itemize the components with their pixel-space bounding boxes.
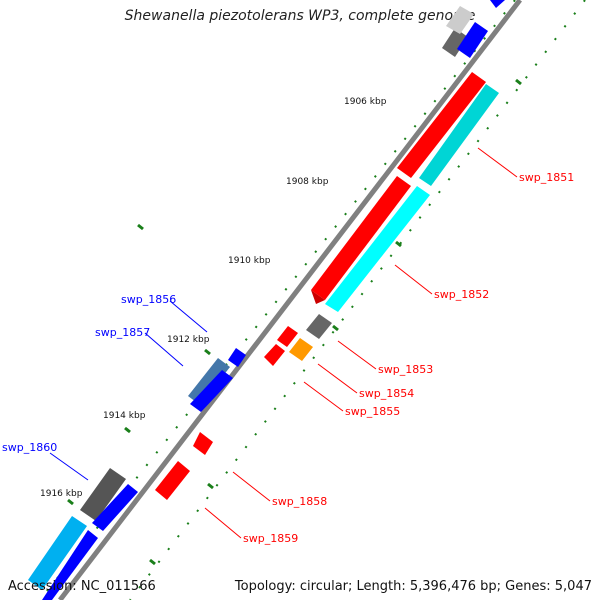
gene-swp-1857-b [190, 370, 233, 412]
gene-rna-2 [325, 186, 430, 312]
gene-label-swp-1857[interactable]: swp_1857 [95, 326, 150, 339]
gene-swp-1852 [311, 176, 411, 300]
gene-swp-1854 [289, 338, 313, 361]
gene-grey-top-light [446, 6, 474, 34]
gene-label-swp-1856[interactable]: swp_1856 [121, 293, 176, 306]
tick-label-1912: 1912 kbp [167, 335, 210, 345]
gene-label-swp-1853[interactable]: swp_1853 [378, 363, 433, 376]
genome-summary-text: Topology: circular; Length: 5,396,476 bp… [234, 579, 592, 594]
gene-label-swp-1851[interactable]: swp_1851 [519, 171, 574, 184]
gene-label-swp-1852[interactable]: swp_1852 [434, 288, 489, 301]
gene-label-swp-1860[interactable]: swp_1860 [2, 441, 57, 454]
gene-label-swp-1859[interactable]: swp_1859 [243, 532, 298, 545]
tick-label-1910: 1910 kbp [228, 256, 271, 266]
genome-backbone [58, 0, 522, 600]
gene-swp-1859 [155, 461, 190, 500]
gene-top-blue-1 [457, 22, 488, 58]
gene-1860-blue [92, 484, 138, 531]
gene-swp-1858 [193, 432, 213, 455]
gene-swp-1853 [277, 326, 298, 347]
gene-swp-1856 [228, 348, 246, 367]
gene-grey-top [442, 28, 468, 57]
gene-rna-3 [28, 516, 87, 590]
gene-label-swp-1858[interactable]: swp_1858 [272, 495, 327, 508]
map-title: Shewanella piezotolerans WP3, complete g… [124, 8, 476, 24]
reverse-genes [155, 72, 486, 500]
accession-text: Accession: NC_011566 [8, 579, 156, 594]
tick-label-1914: 1914 kbp [103, 411, 146, 421]
gene-grey-1 [306, 314, 332, 339]
forward-genes [42, 0, 505, 600]
rna-genes [28, 84, 499, 590]
tick-label-1916: 1916 kbp [40, 489, 83, 499]
gene-swp-1852-tip [311, 290, 325, 304]
tick-label-1908: 1908 kbp [286, 177, 329, 187]
tick-label-1906: 1906 kbp [344, 97, 387, 107]
gene-label-swp-1854[interactable]: swp_1854 [359, 387, 414, 400]
gene-1860-blue-2 [42, 530, 98, 600]
gene-rna-1 [419, 84, 499, 186]
gene-label-swp-1855[interactable]: swp_1855 [345, 405, 400, 418]
gene-grey-1860 [80, 468, 126, 521]
major-ticks [67, 78, 522, 566]
leader-lines-reverse [204, 147, 518, 539]
leader-lines-forward [49, 300, 208, 481]
gene-swp-1851 [397, 72, 486, 178]
gene-swp-1855 [264, 344, 285, 366]
tick-track-outer-right [129, 0, 586, 600]
gene-top-blue-2 [490, 0, 505, 8]
gene-swp-1857-a [188, 358, 230, 405]
